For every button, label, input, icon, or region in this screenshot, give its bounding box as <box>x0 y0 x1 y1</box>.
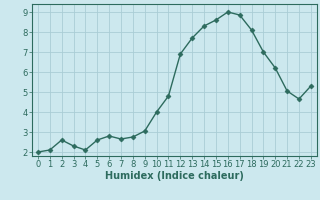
X-axis label: Humidex (Indice chaleur): Humidex (Indice chaleur) <box>105 171 244 181</box>
